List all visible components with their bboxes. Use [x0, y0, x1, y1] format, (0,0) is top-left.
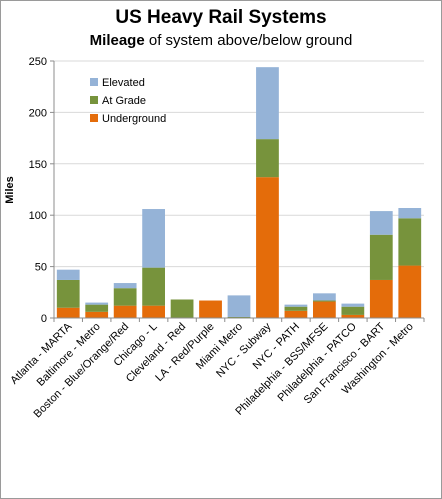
bar-segment-underground [256, 177, 279, 318]
bar-segment-at-grade [313, 300, 336, 302]
bar-segment-elevated [284, 304, 308, 307]
legend: Elevated At Grade Underground [90, 77, 166, 125]
bar-segment-elevated [341, 303, 365, 307]
bar-segment-at-grade [113, 288, 137, 306]
bar-segment-elevated [256, 67, 279, 140]
bar-segment-underground [369, 279, 393, 318]
bar-segment-underground [199, 300, 222, 318]
y-tick-label: 100 [29, 210, 47, 222]
bar-segment-at-grade [142, 267, 165, 306]
bar-segment-at-grade [341, 306, 365, 315]
bar-segment-underground [313, 301, 336, 318]
bar-segment-underground [56, 307, 80, 318]
chart-subtitle-bold: Mileage [89, 32, 145, 49]
bars [56, 67, 422, 318]
legend-label: Elevated [102, 77, 145, 89]
chart-title: US Heavy Rail Systems [115, 7, 327, 28]
chart-subtitle: Mileage of system above/below ground [0, 32, 442, 49]
chart-subtitle-rest: of system above/below ground [144, 32, 353, 49]
bar-segment-at-grade [284, 306, 308, 311]
bar-segment-at-grade [227, 316, 251, 318]
bar-segment-at-grade [256, 139, 279, 178]
legend-swatch [90, 78, 98, 86]
y-tick-label: 0 [41, 313, 47, 325]
bar-segment-elevated [85, 302, 109, 305]
bar-segment-elevated [398, 208, 422, 219]
bar-segment-underground [142, 305, 165, 318]
bar-segment-elevated [56, 269, 80, 280]
bar-segment-elevated [142, 209, 165, 268]
y-tick-labels: 0 50 100 150 200 250 [29, 56, 47, 325]
bar-segment-elevated [227, 295, 251, 317]
bar-segment-underground [85, 311, 109, 318]
bar-segment-underground [113, 305, 137, 318]
legend-label: At Grade [102, 95, 146, 107]
legend-label: Underground [102, 113, 166, 125]
bar-segment-elevated [113, 283, 137, 289]
bar-segment-underground [284, 310, 308, 318]
y-tick-label: 250 [29, 56, 47, 68]
y-tick-label: 150 [29, 159, 47, 171]
legend-swatch [90, 96, 98, 104]
y-axis-label: Miles [4, 176, 16, 204]
bar-segment-underground [398, 265, 422, 318]
y-tick-label: 200 [29, 107, 47, 119]
bar-segment-at-grade [369, 234, 393, 280]
bar-segment-underground [341, 314, 365, 318]
gridlines [54, 60, 424, 268]
legend-swatch [90, 114, 98, 122]
bar-segment-at-grade [170, 299, 194, 318]
bar-segment-at-grade [85, 304, 109, 312]
bar-segment-at-grade [398, 218, 422, 266]
bar-segment-elevated [313, 293, 336, 301]
bar-segment-elevated [369, 211, 393, 235]
y-tick-label: 50 [35, 262, 47, 274]
bar-segment-at-grade [56, 279, 80, 308]
axes [50, 60, 425, 322]
